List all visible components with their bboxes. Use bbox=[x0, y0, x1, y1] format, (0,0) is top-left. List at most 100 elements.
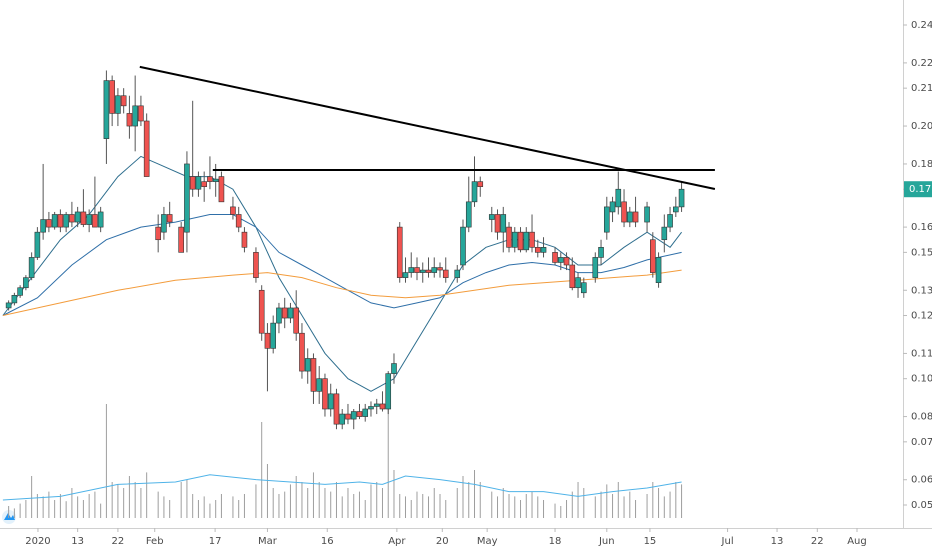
candle-body bbox=[189, 176, 196, 190]
x-tick-label: 16 bbox=[321, 536, 334, 547]
candle-body bbox=[414, 267, 420, 273]
volume-bar bbox=[669, 491, 671, 518]
volume-bar bbox=[123, 488, 125, 518]
candle-body bbox=[333, 393, 340, 425]
volume-bar bbox=[617, 482, 619, 518]
candle-body bbox=[650, 239, 656, 273]
candle-body bbox=[345, 413, 351, 420]
candle-body bbox=[425, 269, 432, 273]
volume-bar bbox=[215, 500, 217, 518]
x-tick-label: Jun bbox=[598, 536, 615, 547]
candle-body bbox=[419, 269, 426, 273]
candle-body bbox=[316, 378, 323, 392]
price-tag-label: 0.175 bbox=[909, 184, 932, 195]
volume-bar bbox=[94, 491, 96, 518]
volume-bar bbox=[8, 506, 10, 518]
x-tick-label: Aug bbox=[847, 536, 867, 547]
candle-body bbox=[552, 252, 558, 263]
volume-bar bbox=[335, 482, 337, 518]
volume-bar bbox=[525, 494, 527, 518]
volume-bar bbox=[353, 494, 355, 518]
x-tick-label: 13 bbox=[771, 536, 784, 547]
y-tick-label: 0.185 bbox=[911, 159, 932, 170]
volume-bar bbox=[140, 488, 142, 518]
y-tick-label: 0.215 bbox=[911, 83, 932, 94]
x-tick-label: Mar bbox=[258, 536, 278, 547]
candle-body bbox=[138, 105, 144, 122]
y-tick-label: 0.075 bbox=[911, 437, 932, 448]
candle-body bbox=[506, 226, 512, 248]
candle-body bbox=[575, 277, 581, 289]
candle-body bbox=[230, 206, 236, 215]
y-tick-label: 0.050 bbox=[911, 500, 932, 511]
candle-body bbox=[626, 211, 633, 223]
x-tick-label: 18 bbox=[549, 536, 562, 547]
volume-bar bbox=[646, 494, 648, 518]
volume-bar bbox=[255, 484, 257, 518]
volume-bar bbox=[370, 484, 372, 518]
candle-body bbox=[437, 267, 443, 271]
volume-bar bbox=[169, 500, 171, 518]
volume-bar bbox=[278, 494, 280, 518]
candle-body bbox=[563, 257, 570, 266]
candle-body bbox=[195, 176, 202, 190]
volume-bar bbox=[197, 500, 199, 518]
volume-bar bbox=[531, 491, 533, 518]
y-tick-label: 0.225 bbox=[911, 58, 932, 69]
volume-bar bbox=[433, 488, 435, 518]
volume-bar bbox=[36, 494, 38, 518]
volume-bar bbox=[543, 500, 545, 518]
volume-bar bbox=[111, 482, 113, 518]
candle-body bbox=[46, 219, 52, 228]
volume-bar bbox=[606, 484, 608, 518]
x-tick-label: May bbox=[477, 536, 498, 547]
candle-body bbox=[258, 289, 265, 334]
candle-body bbox=[534, 247, 541, 253]
volume-bar bbox=[594, 496, 596, 518]
volume-bar bbox=[560, 506, 562, 518]
candle-body bbox=[212, 178, 219, 182]
candle-body bbox=[477, 181, 484, 187]
volume-bar bbox=[347, 488, 349, 518]
volume-bar bbox=[203, 496, 205, 518]
volume-bar bbox=[681, 484, 683, 518]
candle-body bbox=[264, 332, 271, 349]
candle-body bbox=[51, 214, 58, 228]
x-tick-label: Feb bbox=[146, 536, 164, 547]
volume-bar bbox=[387, 404, 389, 518]
y-tick-label: 0.240 bbox=[911, 20, 932, 31]
candle-body bbox=[23, 277, 29, 289]
volume-bar bbox=[571, 491, 573, 518]
candle-body bbox=[115, 95, 121, 114]
volume-bar bbox=[19, 503, 21, 518]
volume-bar bbox=[491, 491, 493, 518]
candle-body bbox=[218, 176, 225, 203]
candle-body bbox=[17, 287, 23, 296]
volume-bar bbox=[157, 491, 159, 518]
candle-body bbox=[69, 214, 75, 223]
volume-bar bbox=[54, 500, 56, 518]
x-tick-label: 15 bbox=[644, 536, 657, 547]
candle-body bbox=[661, 226, 668, 241]
candle-body bbox=[103, 80, 110, 139]
candle-body bbox=[287, 307, 294, 319]
volume-bar bbox=[82, 500, 84, 518]
volume-bar bbox=[284, 491, 286, 518]
candle-body bbox=[241, 231, 248, 248]
volume-bar bbox=[410, 500, 412, 518]
volume-bar bbox=[663, 496, 665, 518]
volume-average-line bbox=[2, 474, 682, 501]
volume-bar bbox=[629, 491, 631, 518]
candle-body bbox=[80, 211, 87, 225]
y-tick-label: 0.160 bbox=[911, 222, 932, 233]
y-tick-label: 0.100 bbox=[911, 374, 932, 385]
volume-bar bbox=[48, 491, 50, 518]
candle-body bbox=[92, 214, 98, 228]
volume-bar bbox=[416, 491, 418, 518]
volume-bar bbox=[312, 472, 314, 518]
y-tick-label: 0.150 bbox=[911, 247, 932, 258]
candle-body bbox=[368, 406, 374, 410]
x-tick-label: 22 bbox=[112, 536, 125, 547]
